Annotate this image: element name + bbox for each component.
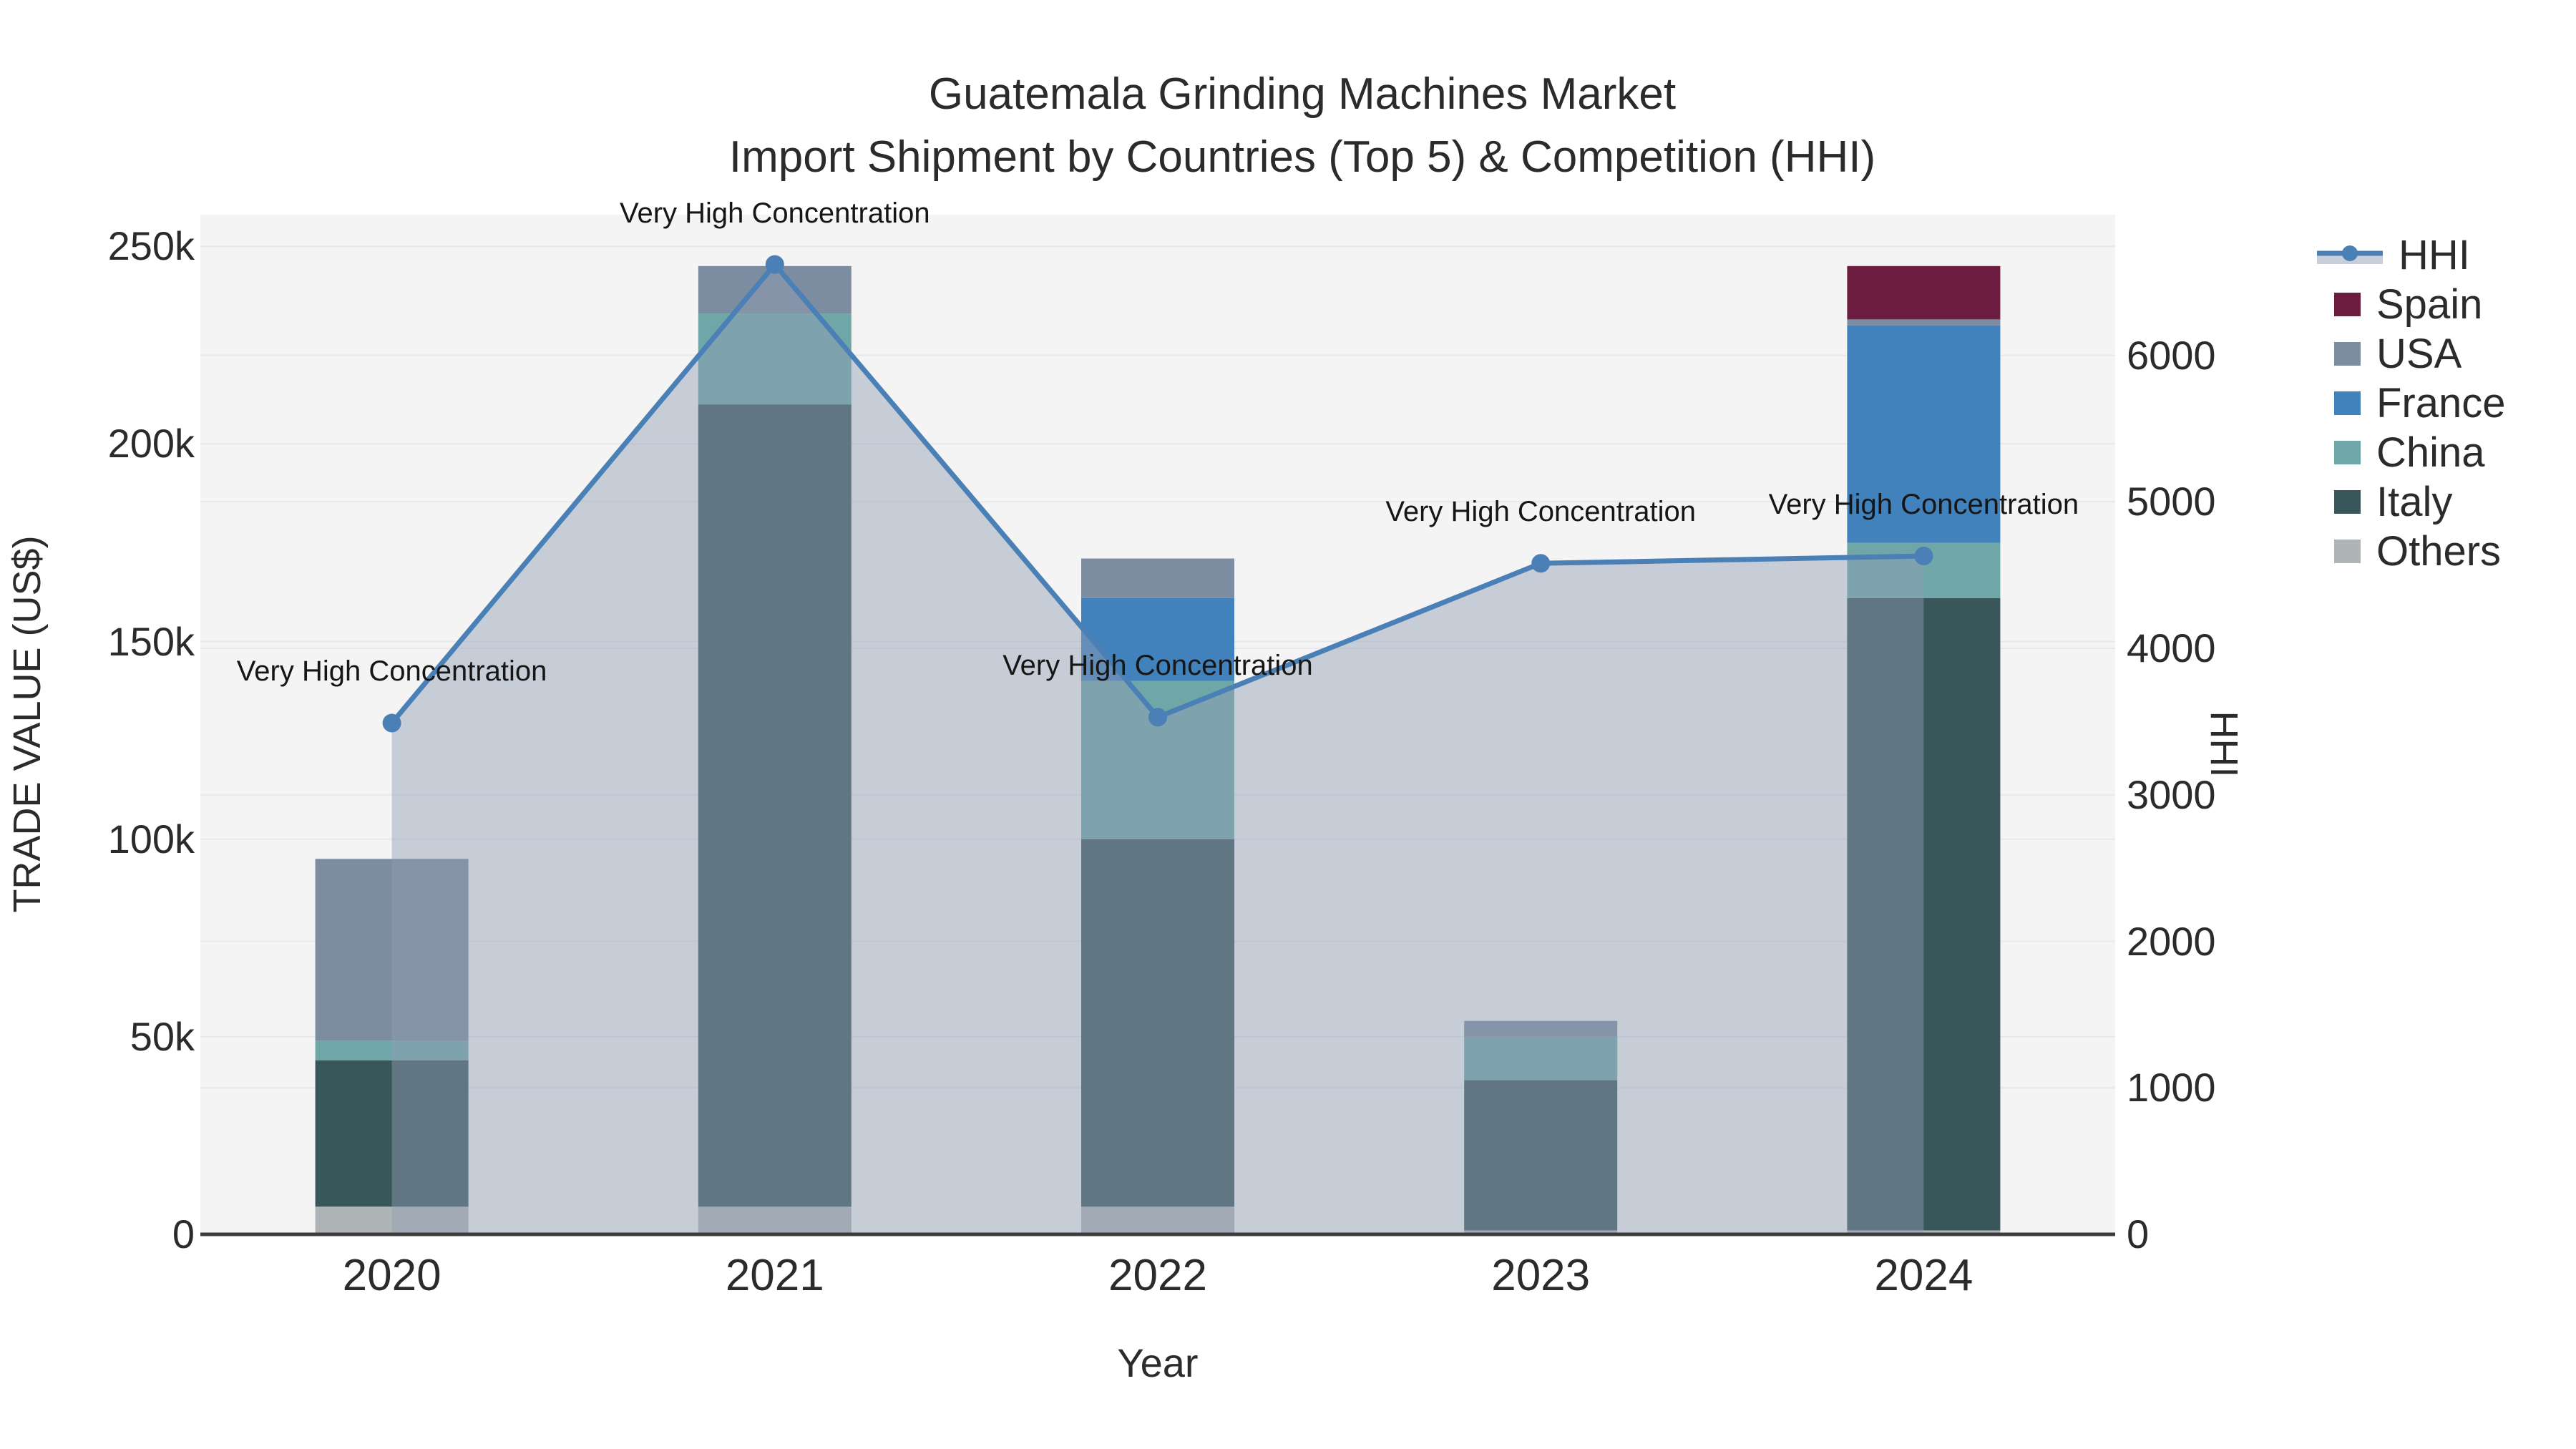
legend-item-usa[interactable]: USA [2317,329,2506,379]
legend-label-others: Others [2376,528,2502,575]
x-axis-title: Year [1117,1340,1199,1385]
bar-segment-spain-2024 [1847,265,2001,320]
x-tick-2023: 2023 [1491,1251,1591,1300]
legend-label-italy: Italy [2376,479,2453,525]
bar-segment-italy-2023 [1464,1080,1618,1231]
annotation-2024: Very High Concentration [1768,489,2079,521]
bar-segment-china-2022 [1081,680,1234,839]
bar-segment-italy-2021 [698,404,852,1207]
bar-segment-others-2023 [1464,1230,1618,1234]
x-tick-2020: 2020 [342,1251,441,1300]
bar-segment-china-2023 [1464,1036,1618,1080]
y-right-tick-4000: 4000 [2127,625,2216,671]
bar-segment-france-2024 [1847,325,2001,543]
bar-segment-usa-2020 [315,859,469,1041]
legend-item-italy[interactable]: Italy [2317,477,2506,527]
y-right-tick-0: 0 [2127,1211,2150,1257]
y-right-tick-3000: 3000 [2127,771,2216,817]
legend-item-france[interactable]: France [2317,379,2506,428]
annotation-2022: Very High Concentration [1002,650,1313,682]
legend-item-china[interactable]: China [2317,428,2506,477]
y-left-tick-150k: 150k [107,618,195,664]
hhi-marker-2022 [1148,708,1167,727]
x-tick-2024: 2024 [1874,1251,1974,1300]
bar-segment-italy-2022 [1081,839,1234,1207]
bar-segment-italy-2024 [1847,597,2001,1231]
y-left-tick-50k: 50k [130,1013,195,1059]
y-left-tick-200k: 200k [107,421,195,467]
italy-swatch-icon [2334,490,2361,514]
legend-label-france: France [2376,380,2506,426]
chart-title-line1: Guatemala Grinding Machines Market [928,69,1677,119]
hhi-marker-2021 [765,255,784,274]
annotation-2020: Very High Concentration [236,655,547,688]
chart-title: Guatemala Grinding Machines Market Impor… [729,63,1875,189]
y-right-tick-1000: 1000 [2127,1065,2216,1111]
bar-segment-others-2022 [1081,1206,1234,1234]
y-axis-left-title: TRADE VALUE (US$) [6,535,49,913]
legend-label-china: China [2376,429,2485,476]
bar-segment-france-2022 [1081,597,1234,681]
france-swatch-icon [2334,391,2361,415]
hhi-marker-2023 [1531,554,1551,573]
china-swatch-icon [2334,441,2361,464]
y-right-tick-5000: 5000 [2127,479,2216,525]
y-left-tick-0: 0 [172,1211,195,1257]
y-axis-right-title: HHI [2202,711,2245,778]
chart-title-line2: Import Shipment by Countries (Top 5) & C… [728,132,1876,182]
legend-label-spain: Spain [2376,281,2483,328]
legend-label-usa: USA [2376,331,2462,377]
y-left-tick-250k: 250k [107,223,195,269]
x-tick-2021: 2021 [725,1251,824,1300]
bar-segment-others-2024 [1847,1230,2001,1234]
bar-segment-usa-2022 [1081,558,1234,598]
spain-swatch-icon [2334,293,2361,316]
hhi-marker-2024 [1914,547,1933,566]
y-right-tick-2000: 2000 [2127,918,2216,964]
bar-segment-italy-2020 [315,1060,469,1207]
legend: HHI Spain USA France China Italy Others [2317,230,2506,576]
others-swatch-icon [2334,540,2361,563]
y-right-tick-6000: 6000 [2127,332,2216,378]
legend-item-others[interactable]: Others [2317,527,2506,576]
bar-segment-others-2021 [698,1206,852,1234]
x-tick-2022: 2022 [1108,1251,1207,1300]
annotation-2023: Very High Concentration [1385,496,1696,528]
y-left-tick-100k: 100k [107,816,195,862]
annotation-2021: Very High Concentration [620,197,930,229]
hhi-area-fill [391,264,1924,1234]
legend-item-spain[interactable]: Spain [2317,280,2506,329]
usa-swatch-icon [2334,342,2361,366]
bar-segment-others-2020 [315,1206,469,1234]
hhi-line-icon [2317,243,2383,268]
bar-segment-usa-2021 [698,265,852,314]
hhi-marker-2020 [382,713,401,733]
bar-segment-china-2020 [315,1040,469,1060]
bar-segment-usa-2023 [1464,1020,1618,1037]
legend-label-hhi: HHI [2399,232,2470,278]
bar-segment-usa-2024 [1847,319,2001,326]
legend-item-hhi[interactable]: HHI [2317,230,2506,280]
